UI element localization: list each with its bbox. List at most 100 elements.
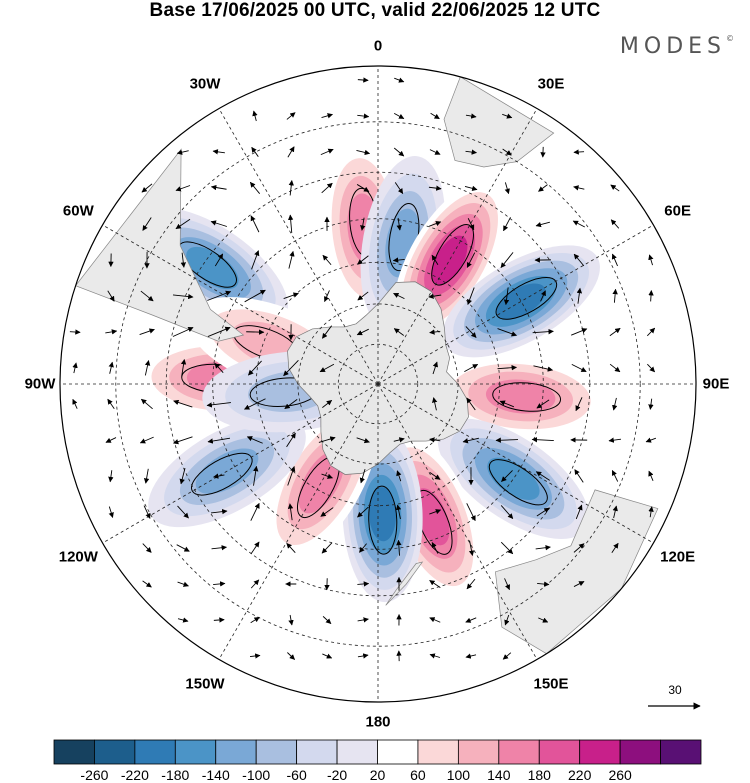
wind-arrow — [321, 113, 333, 119]
wind-arrow — [502, 113, 513, 119]
brand-logo: MODES© — [619, 34, 734, 59]
wind-arrow — [648, 506, 654, 518]
wind-arrow — [573, 253, 585, 267]
longitude-label: 150W — [185, 675, 225, 693]
wind-arrow — [465, 113, 477, 119]
africa — [443, 76, 555, 168]
wind-arrow — [497, 328, 517, 337]
wind-arrow — [142, 543, 152, 553]
wind-arrow — [429, 437, 441, 443]
wind-arrow — [612, 288, 618, 303]
longitude-label: 120E — [660, 548, 696, 566]
wind-arrow — [140, 290, 154, 302]
wind-arrow — [645, 437, 657, 443]
colorbar-tick-label: 20 — [369, 767, 386, 783]
wind-arrow — [396, 217, 402, 231]
wind-vectors — [69, 77, 657, 662]
graticule — [60, 66, 696, 702]
wind-arrow — [575, 397, 583, 412]
colorbar-swatch — [296, 739, 338, 765]
wind-arrow — [250, 579, 260, 589]
wind-arrow — [321, 182, 333, 194]
wind-arrow — [206, 402, 231, 408]
anomaly-contour — [186, 246, 239, 290]
wind-arrow — [497, 364, 518, 371]
wind-arrow — [252, 110, 258, 122]
wind-arrow — [429, 329, 441, 335]
wind-arrow — [499, 400, 515, 408]
longitude-label: 120W — [58, 548, 98, 566]
longitude-label: 30E — [537, 75, 565, 93]
longitude-label: 180 — [365, 713, 391, 731]
wind-arrow — [141, 183, 153, 193]
longitude-label: 0 — [373, 37, 383, 55]
longitude-label: 60E — [664, 202, 691, 220]
wind-arrow — [322, 616, 332, 624]
wind-arrow — [574, 469, 584, 483]
wind-arrow — [394, 182, 404, 195]
wind-arrow — [324, 290, 330, 303]
wind-arrow — [144, 360, 151, 376]
wind-arrow — [213, 581, 226, 587]
wind-arrow — [465, 653, 477, 659]
colorbar — [53, 739, 702, 765]
wind-arrow — [503, 217, 511, 232]
wind-arrow — [609, 327, 621, 337]
new-zealand — [385, 561, 424, 606]
wind-arrow — [537, 581, 550, 587]
wind-arrow — [393, 292, 405, 300]
streamline-contour — [492, 382, 562, 412]
wind-arrow — [395, 504, 402, 520]
wind-arrow — [320, 148, 334, 156]
wind-arrow — [107, 290, 115, 302]
wind-arrow — [430, 112, 440, 120]
wind-arrow — [319, 363, 335, 373]
wind-arrow — [207, 437, 231, 444]
australia — [494, 489, 659, 655]
meridian-line — [102, 224, 379, 385]
wind-arrow — [287, 503, 294, 521]
wind-arrow — [283, 292, 299, 300]
wind-arrow — [214, 362, 224, 373]
colorbar-tick-label: -20 — [326, 767, 348, 783]
wind-arrow — [288, 180, 294, 196]
wind-arrow — [284, 398, 298, 410]
wind-arrow — [464, 363, 479, 373]
wind-arrow — [357, 653, 369, 659]
streamline-contour — [488, 459, 548, 506]
wind-arrow — [429, 149, 441, 155]
wind-arrow — [646, 327, 656, 337]
colorbar-swatch — [377, 739, 419, 765]
wind-arrow — [571, 363, 587, 373]
wind-arrow — [535, 471, 550, 481]
wind-arrow — [321, 542, 333, 554]
wind-arrow — [465, 149, 478, 155]
colorbar-tick-label: 220 — [568, 767, 592, 783]
wind-arrow — [286, 112, 296, 120]
wind-arrow — [465, 326, 477, 338]
wind-arrow — [360, 217, 366, 231]
wind-arrow — [466, 287, 475, 305]
wind-arrow — [173, 436, 193, 445]
colorbar-tick-label: -100 — [242, 767, 271, 783]
wind-arrow — [177, 617, 189, 623]
wind-arrow — [429, 653, 441, 659]
wind-arrow — [286, 432, 296, 448]
wind-arrow — [647, 363, 656, 373]
wind-arrow — [251, 146, 259, 157]
wind-arrow — [250, 616, 260, 624]
wind-arrow — [180, 358, 187, 377]
wind-arrow — [393, 437, 405, 443]
wind-arrow — [431, 254, 439, 265]
wind-arrow — [69, 329, 81, 335]
wind-arrow — [504, 614, 510, 626]
wind-arrow — [244, 398, 266, 410]
wind-arrow — [466, 252, 476, 268]
wind-arrow — [464, 185, 478, 191]
wind-arrow — [251, 250, 260, 270]
wind-arrow — [175, 218, 191, 230]
latitude-circle — [212, 218, 544, 550]
wind-arrow — [250, 215, 260, 233]
wind-arrow — [468, 540, 475, 557]
wind-arrow — [462, 437, 479, 444]
